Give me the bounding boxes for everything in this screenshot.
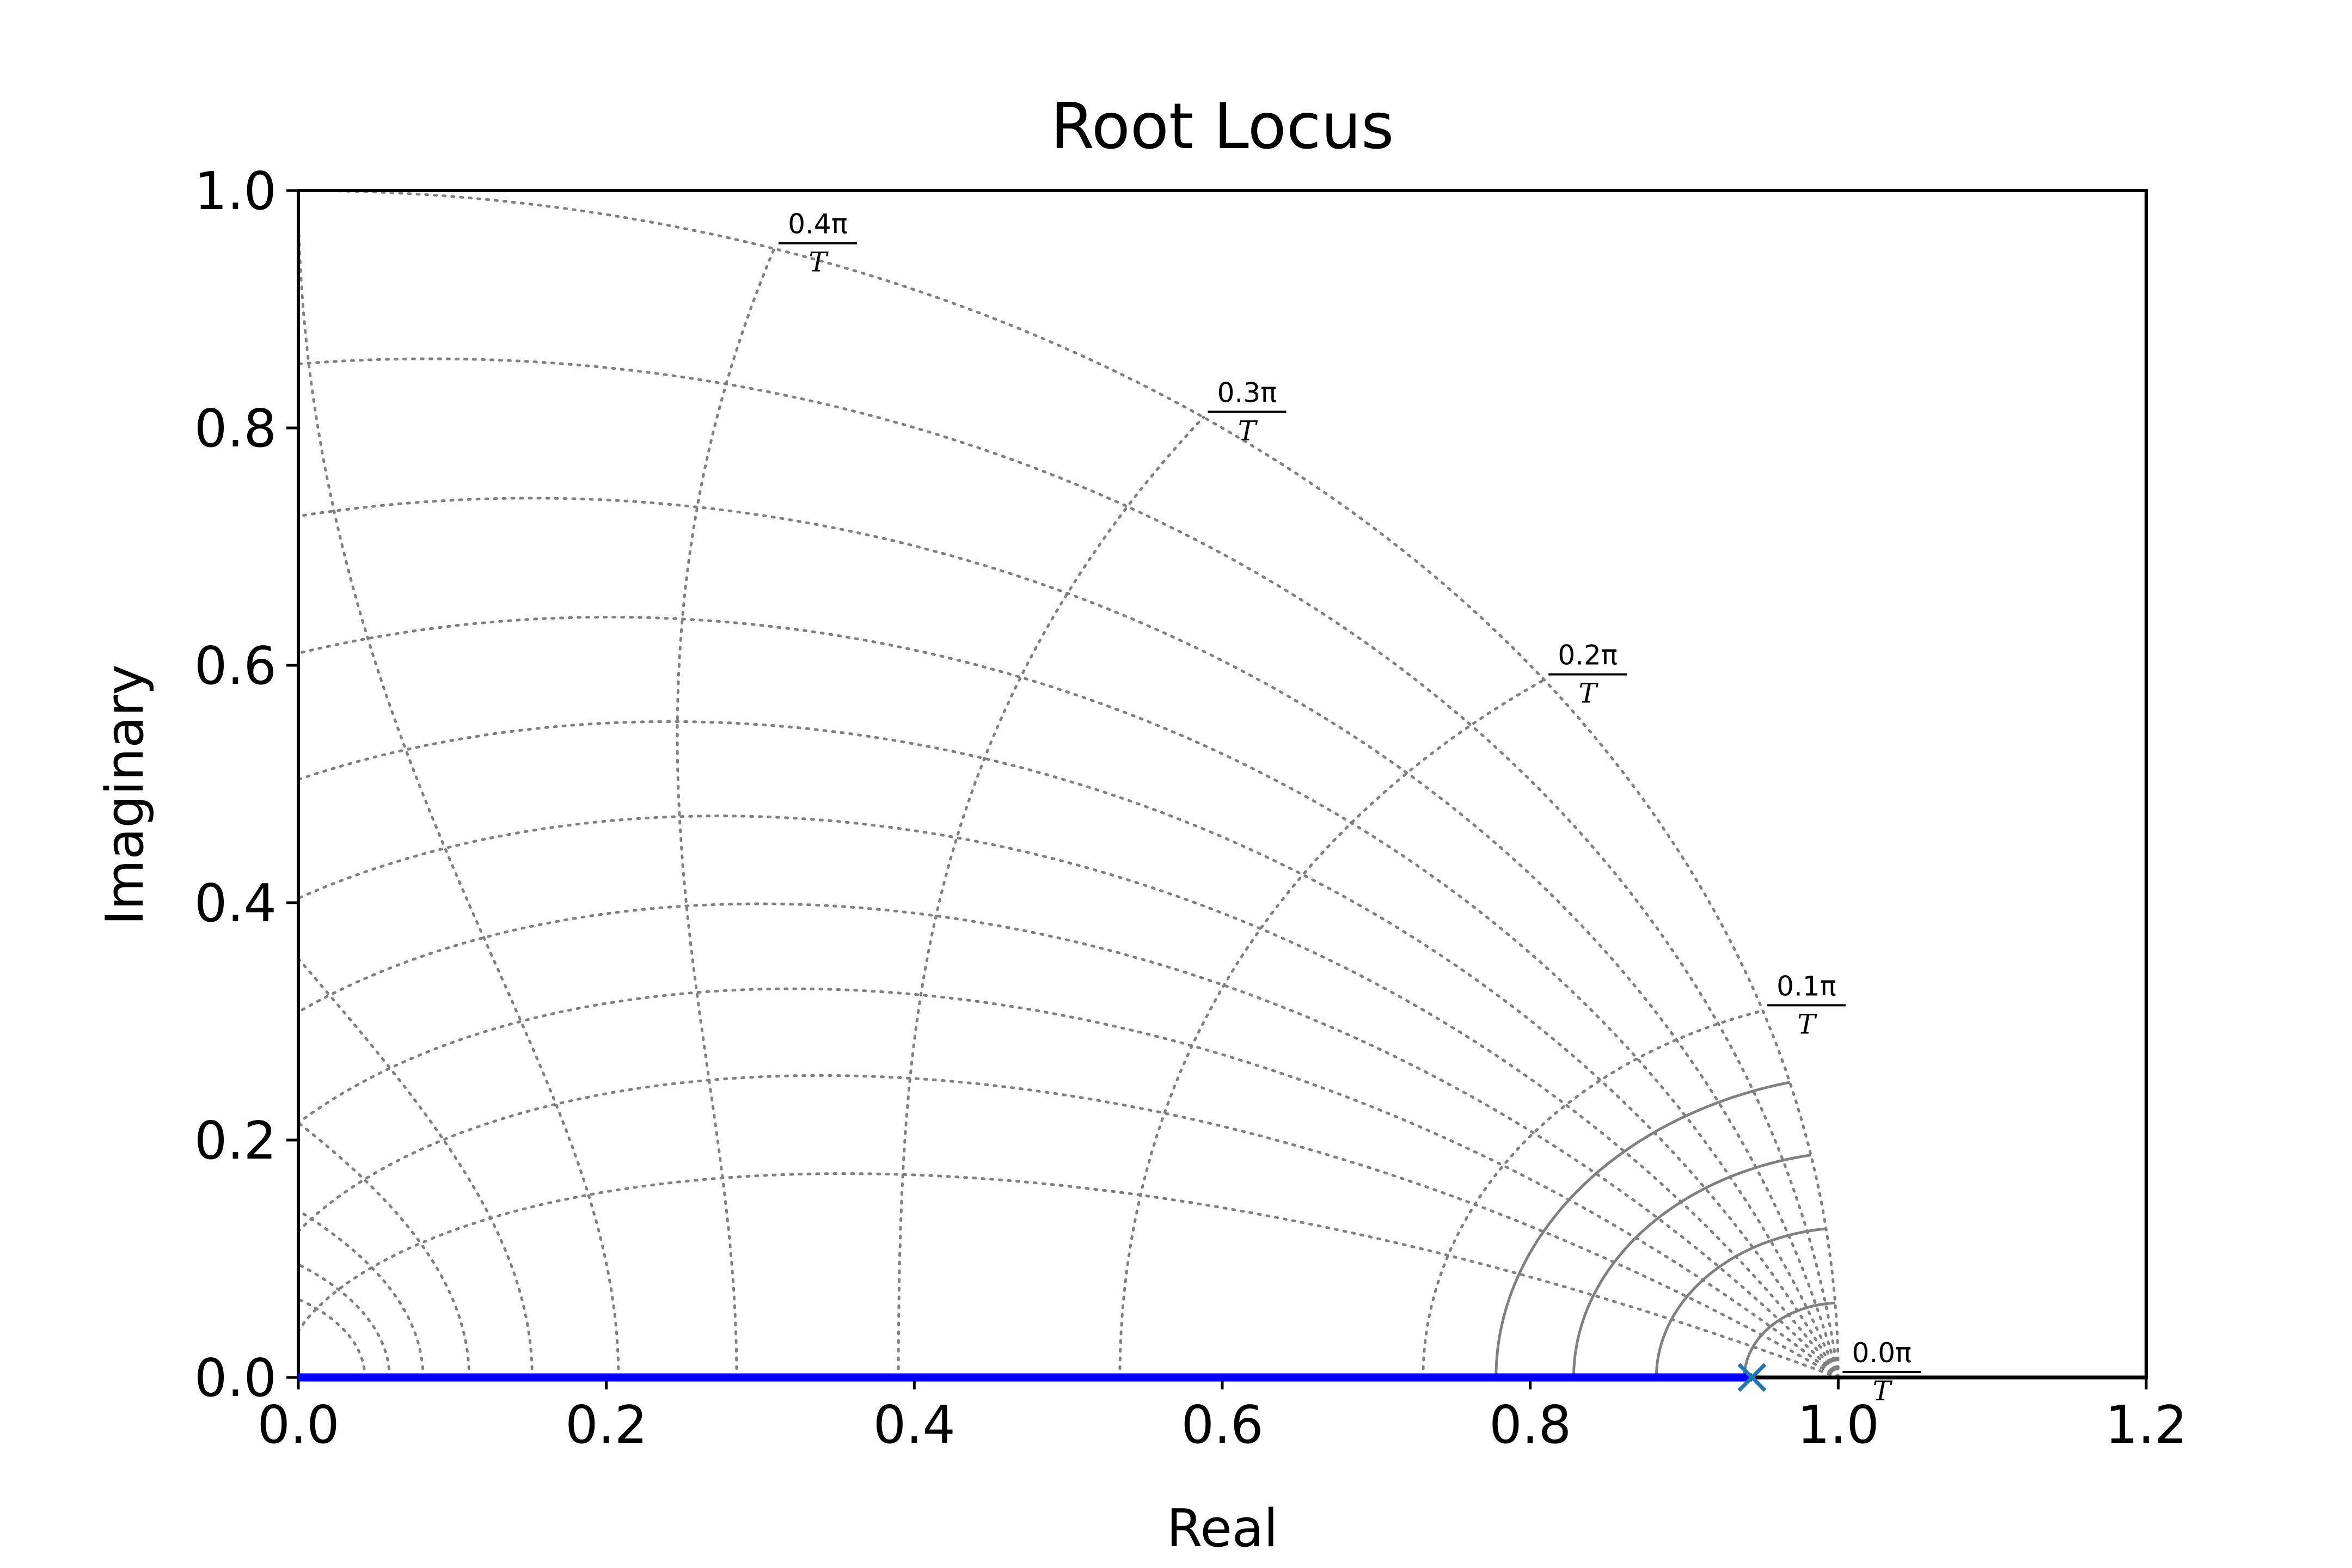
y-tick-label: 0.4 xyxy=(194,874,277,934)
frequency-curve xyxy=(298,1297,366,1377)
damping-curve xyxy=(298,357,1840,1377)
small-frequency-curve xyxy=(1743,1301,1835,1377)
x-tick-label: 0.0 xyxy=(257,1395,339,1455)
y-tick-label: 0.8 xyxy=(194,399,277,459)
frequency-label-numerator: 0.4π xyxy=(788,209,848,240)
pole-marker-stroke xyxy=(1737,1363,1767,1392)
frequency-curve xyxy=(1118,678,1546,1377)
frequency-label-numerator: 0.0π xyxy=(1852,1337,1912,1369)
frequency-label-denominator: T xyxy=(1238,415,1258,446)
chart-title: Root Locus xyxy=(1051,90,1394,163)
x-tick-label: 0.4 xyxy=(873,1395,955,1455)
frequency-curve xyxy=(298,957,534,1377)
x-axis-label: Real xyxy=(1167,1499,1278,1559)
frequency-curve xyxy=(298,1121,471,1377)
frequency-label-numerator: 0.1π xyxy=(1777,970,1836,1002)
frequency-label-numerator: 0.3π xyxy=(1217,377,1277,408)
plot-data xyxy=(298,1363,2146,1392)
small-frequency-curve xyxy=(1572,1154,1811,1377)
frequency-label-denominator: T xyxy=(1873,1375,1893,1407)
frequency-label: 0.4π T xyxy=(779,209,857,278)
y-tick-label: 0.6 xyxy=(194,636,277,696)
damping-curve xyxy=(298,720,1840,1377)
small-frequency-curve xyxy=(1494,1081,1791,1377)
damping-frequency-grid xyxy=(298,191,1840,1377)
frequency-label: 0.3π T xyxy=(1208,377,1287,446)
pole-marker xyxy=(1737,1363,1767,1392)
frequency-curve xyxy=(1422,1009,1765,1377)
x-tick-label: 0.2 xyxy=(565,1395,647,1455)
y-tick-label: 0.2 xyxy=(194,1111,277,1171)
y-tick-label: 0.0 xyxy=(194,1349,277,1408)
frequency-labels: 0.0π T 0.1π T 0.2π T 0.3π T 0.4π T xyxy=(779,209,1921,1407)
damping-curve xyxy=(298,1074,1840,1377)
x-tick-label: 0.6 xyxy=(1181,1395,1263,1455)
damping-curve xyxy=(298,987,1840,1377)
frequency-label-denominator: T xyxy=(1578,678,1598,709)
frequency-label: 0.2π T xyxy=(1548,640,1627,709)
frequency-curve xyxy=(897,415,1205,1377)
damping-curve xyxy=(298,814,1840,1377)
damping-curve xyxy=(298,191,1840,1377)
x-tick-label: 0.8 xyxy=(1489,1395,1571,1455)
frequency-curve xyxy=(298,191,620,1377)
frequency-label-denominator: T xyxy=(808,247,829,278)
frequency-curve xyxy=(676,247,776,1377)
small-frequency-curve xyxy=(1655,1227,1827,1377)
frequency-label: 0.0π T xyxy=(1842,1337,1921,1407)
y-tick-label: 1.0 xyxy=(194,162,277,222)
frequency-label: 0.1π T xyxy=(1767,970,1846,1040)
frequency-curve xyxy=(298,1263,391,1377)
y-axis-label: Imaginary xyxy=(95,664,155,925)
x-tick-label: 1.0 xyxy=(1797,1395,1879,1455)
frequency-label-denominator: T xyxy=(1797,1008,1817,1040)
x-tick-label: 1.2 xyxy=(2105,1395,2187,1455)
frequency-label-numerator: 0.2π xyxy=(1558,640,1618,671)
